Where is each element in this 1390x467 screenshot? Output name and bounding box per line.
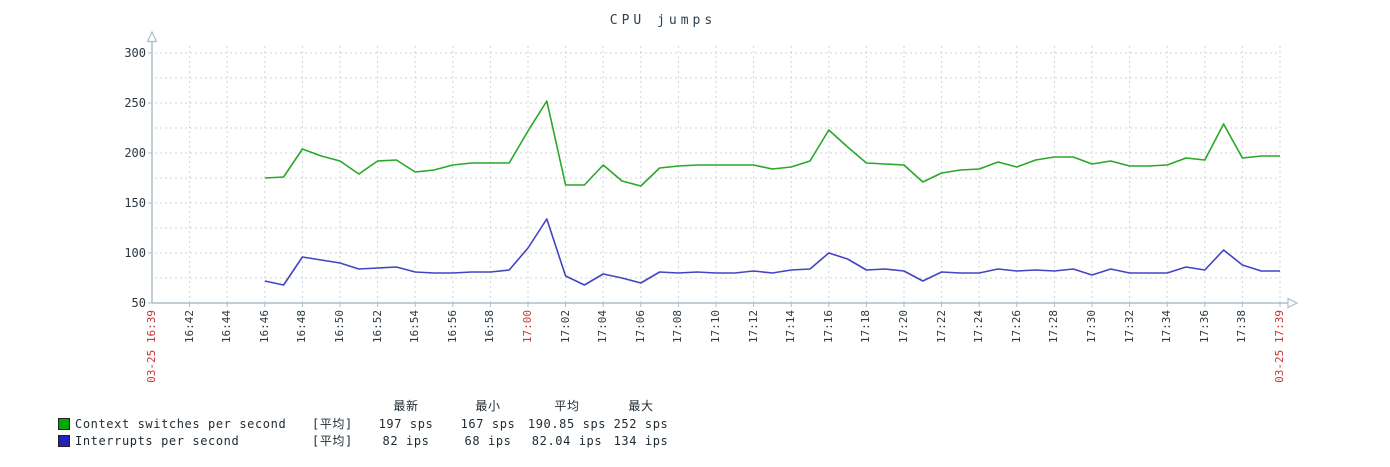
x-tick-label: 17:18 [859, 310, 873, 344]
legend-header: 最大 [628, 399, 654, 413]
x-tick-label: 16:42 [182, 310, 196, 344]
legend-value: 82.04 ips [531, 434, 603, 448]
x-tick-label: 16:44 [220, 310, 234, 344]
y-axis-label: 200 [124, 146, 146, 160]
x-tick-label: 17:00 [521, 310, 534, 344]
y-axis-label: 50 [131, 296, 146, 310]
legend-value: 197 sps [378, 417, 434, 431]
x-end-date-label: 03-25 17:39 [1273, 310, 1286, 383]
y-axis-arrow-icon [146, 30, 158, 43]
x-tick-label: 17:34 [1160, 310, 1174, 344]
legend-value: 68 ips [464, 434, 512, 448]
series-line-context-switches-per-second [264, 100, 1280, 187]
x-tick-label: 17:28 [1047, 310, 1061, 344]
y-axis-label: 100 [124, 246, 146, 260]
legend-value: 252 sps [613, 417, 669, 431]
legend-value: 134 ips [613, 434, 669, 448]
x-tick-label: 17:14 [784, 310, 798, 344]
series-line-interrupts-per-second [264, 218, 1280, 286]
x-tick-label: 17:20 [897, 310, 910, 344]
legend-header: 最新 [393, 399, 419, 413]
legend-value: 190.85 sps [527, 417, 607, 431]
legend-function-label: [平均] [312, 417, 353, 431]
legend-series-label: Interrupts per second [75, 434, 240, 448]
y-axis-label: 150 [124, 196, 146, 210]
x-tick-label: 16:50 [333, 310, 346, 344]
y-axis-label: 300 [124, 46, 146, 60]
x-tick-label: 17:06 [633, 310, 647, 344]
x-tick-label: 17:04 [596, 310, 610, 344]
x-tick-label: 17:08 [671, 310, 685, 344]
x-tick-label: 16:54 [408, 310, 422, 344]
x-tick-label: 17:12 [746, 310, 760, 344]
x-tick-label: 16:58 [483, 310, 497, 344]
x-tick-label: 17:36 [1197, 310, 1211, 344]
x-tick-label: 17:32 [1122, 310, 1136, 344]
legend-value: 167 sps [460, 417, 516, 431]
x-tick-label: 17:24 [972, 310, 986, 344]
x-tick-label: 16:46 [257, 310, 271, 344]
x-tick-label: 16:52 [370, 310, 384, 344]
legend-swatch [58, 435, 70, 447]
x-tick-label: 16:56 [445, 310, 459, 344]
y-axis-label: 250 [124, 96, 146, 110]
x-axis-arrow-icon [1287, 297, 1299, 309]
x-tick-label: 17:02 [558, 310, 572, 344]
x-tick-label: 17:26 [1009, 310, 1023, 344]
legend-header: 最小 [475, 399, 501, 413]
x-tick-label: 17:30 [1085, 310, 1098, 344]
x-tick-label: 17:10 [709, 310, 722, 344]
legend-value: 82 ips [382, 434, 430, 448]
legend-series-label: Context switches per second [75, 417, 287, 431]
legend-function-label: [平均] [312, 434, 353, 448]
x-tick-label: 17:38 [1235, 310, 1249, 344]
x-tick-label: 16:48 [295, 310, 309, 344]
legend-header: 平均 [554, 399, 580, 413]
x-tick-label: 17:22 [934, 310, 948, 344]
chart-title: CPU jumps [609, 13, 717, 28]
x-start-date-label: 03-25 16:39 [145, 310, 158, 383]
x-tick-label: 17:16 [821, 310, 835, 344]
legend-swatch [58, 418, 70, 430]
